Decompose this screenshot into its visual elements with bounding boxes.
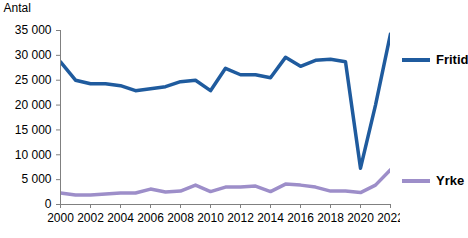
svg-text:35 000: 35 000 <box>15 23 52 37</box>
svg-text:0: 0 <box>45 197 52 211</box>
html-text:Yrke: Yrke <box>436 173 465 188</box>
svg-text:5 000: 5 000 <box>21 172 51 186</box>
svg-text:2010: 2010 <box>197 211 224 225</box>
svg-text:2020: 2020 <box>347 211 374 225</box>
svg-text:2004: 2004 <box>107 211 134 225</box>
svg-text:10 000: 10 000 <box>15 148 52 162</box>
svg-text:20 000: 20 000 <box>15 98 52 112</box>
svg-text:2008: 2008 <box>167 211 194 225</box>
svg-text:2022: 2022 <box>377 211 400 225</box>
svg-text:2002: 2002 <box>77 211 104 225</box>
svg-text:2012: 2012 <box>227 211 254 225</box>
svg-text:2018: 2018 <box>317 211 344 225</box>
svg-text:2000: 2000 <box>47 211 74 225</box>
svg-text:2014: 2014 <box>257 211 284 225</box>
svg-text:30 000: 30 000 <box>15 48 52 62</box>
html-text:Fritid: Fritid <box>436 52 468 67</box>
svg-text:25 000: 25 000 <box>15 73 52 87</box>
svg-text:2016: 2016 <box>287 211 314 225</box>
svg-text:Antal: Antal <box>4 1 31 15</box>
svg-text:15 000: 15 000 <box>15 123 52 137</box>
svg-text:2006: 2006 <box>137 211 164 225</box>
